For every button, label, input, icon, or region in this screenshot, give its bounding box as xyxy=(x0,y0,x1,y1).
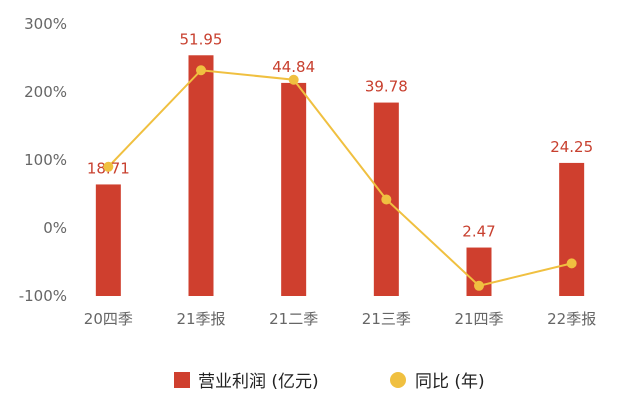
line-point xyxy=(474,280,484,291)
data-label: 39.78 xyxy=(365,78,408,96)
x-tick-label: 21三季 xyxy=(362,310,411,328)
x-tick-label: 22季报 xyxy=(547,310,596,328)
x-tick-label: 21季报 xyxy=(176,310,225,328)
series-line xyxy=(107,69,572,287)
bar xyxy=(559,162,585,296)
line-point xyxy=(288,74,299,85)
legend-label: 营业利润 (亿元) xyxy=(198,372,319,392)
x-tick-label: 20四季 xyxy=(84,310,133,328)
bar xyxy=(95,184,121,296)
line-point xyxy=(103,161,114,172)
data-label: 2.47 xyxy=(462,223,495,241)
y-tick-label: 0% xyxy=(43,219,67,237)
bar xyxy=(281,82,307,296)
y-tick-label: 300% xyxy=(24,15,67,33)
data-label: 44.84 xyxy=(272,58,315,76)
line-point xyxy=(196,65,206,76)
line-point xyxy=(381,194,392,205)
legend-swatch-line xyxy=(390,372,406,388)
legend-label: 同比 (年) xyxy=(415,372,485,392)
x-tick-label: 21二季 xyxy=(269,310,318,328)
y-tick-label: 200% xyxy=(24,83,67,101)
data-label: 24.25 xyxy=(550,138,593,156)
line-point xyxy=(566,258,577,269)
legend-swatch-bars xyxy=(174,372,190,388)
bar xyxy=(188,55,214,296)
x-tick-label: 21四季 xyxy=(454,310,503,328)
y-tick-label: -100% xyxy=(19,287,67,305)
y-tick-label: 100% xyxy=(24,151,67,169)
data-label: 51.95 xyxy=(180,30,223,48)
